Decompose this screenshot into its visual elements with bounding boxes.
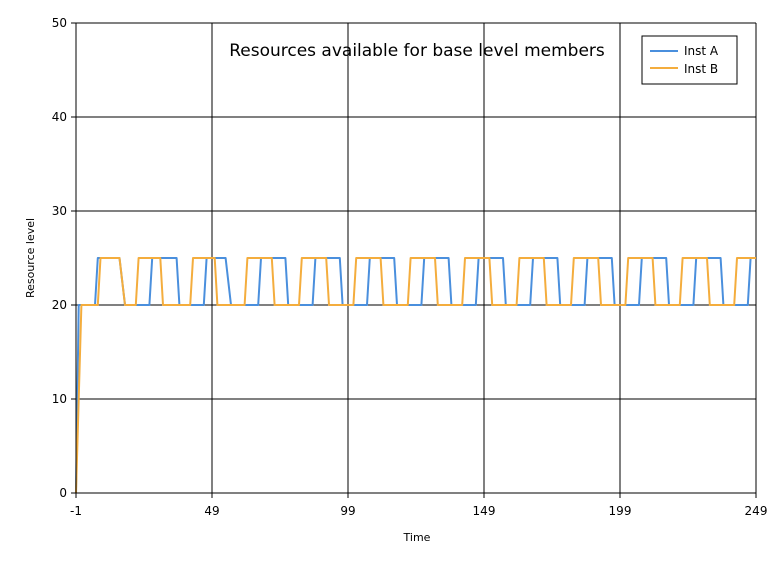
x-tick-label: 149 xyxy=(473,504,496,518)
y-tick-label: 30 xyxy=(52,204,67,218)
y-tick-label: 0 xyxy=(59,486,67,500)
series-lines xyxy=(75,257,756,494)
y-tick-label: 20 xyxy=(52,298,67,312)
y-tick-label: 40 xyxy=(52,110,67,124)
x-tick-label: 49 xyxy=(204,504,219,518)
y-axis-title: Resource level xyxy=(24,218,37,298)
axes: 0 10 20 30 40 50 -1 49 99 149 199 249 xyxy=(52,16,768,518)
y-tick-label: 10 xyxy=(52,392,67,406)
legend: Inst A Inst B xyxy=(641,35,738,85)
x-tick-label: 249 xyxy=(745,504,768,518)
x-axis-title: Time xyxy=(403,531,431,544)
x-tick-label: 99 xyxy=(340,504,355,518)
y-tick-label: 50 xyxy=(52,16,67,30)
legend-box xyxy=(641,35,738,85)
chart-title: Resources available for base level membe… xyxy=(229,41,605,61)
series-line-inst-b xyxy=(75,257,756,494)
x-tick-label: 199 xyxy=(609,504,632,518)
legend-label-inst-a: Inst A xyxy=(684,44,719,58)
legend-label-inst-b: Inst B xyxy=(684,62,718,76)
x-tick-label: -1 xyxy=(70,504,82,518)
